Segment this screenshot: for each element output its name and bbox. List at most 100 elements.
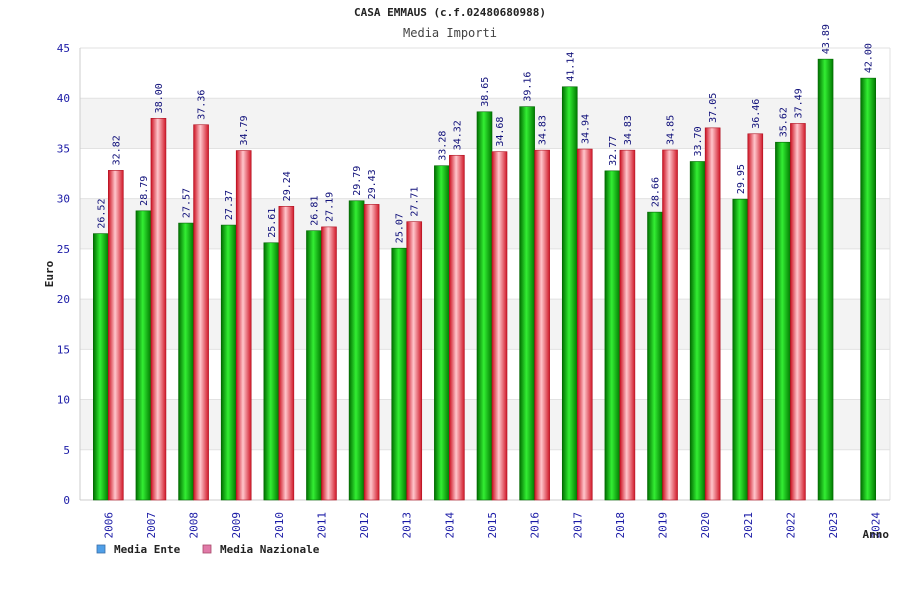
data-label-nazionale-2012: 29.43	[367, 169, 378, 199]
data-label-ente-2020: 33.70	[693, 126, 704, 156]
x-tick-label-2020: 2020	[699, 512, 712, 539]
x-tick-label-2017: 2017	[571, 512, 584, 539]
bar-nazionale-2022	[790, 123, 806, 501]
data-label-nazionale-2017: 34.94	[580, 114, 591, 144]
bar-ente-2023	[817, 58, 834, 501]
bar-nazionale-2021	[747, 133, 764, 501]
y-tick-label: 10	[57, 394, 70, 407]
bar-ente-2016	[519, 106, 535, 501]
bar-ente-2014	[434, 165, 450, 501]
legend-swatch-nazionale	[202, 544, 212, 554]
data-label-nazionale-2014: 34.32	[452, 120, 463, 150]
bar-nazionale-2012	[363, 204, 380, 501]
data-label-ente-2024: 42.00	[864, 43, 875, 73]
bar-ente-2019	[647, 211, 663, 501]
bar-ente-2008	[178, 222, 194, 501]
data-label-ente-2008: 27.57	[182, 188, 193, 218]
data-label-ente-2013: 25.07	[395, 213, 406, 243]
data-label-ente-2010: 25.61	[267, 208, 278, 238]
bar-ente-2007	[135, 210, 152, 501]
legend: Media Ente Media Nazionale	[96, 543, 320, 556]
data-label-nazionale-2010: 29.24	[282, 171, 293, 201]
x-tick-label-2021: 2021	[742, 512, 755, 539]
bar-nazionale-2007	[150, 118, 167, 501]
y-tick-label: 30	[57, 193, 70, 206]
bar-ente-2013	[391, 247, 408, 501]
chart-title: CASA EMMAUS (c.f.02480680988)	[354, 6, 546, 19]
bar-nazionale-2020	[704, 127, 721, 501]
data-label-nazionale-2021: 36.46	[751, 99, 762, 129]
y-axis-ticks: 0 5 10 15 20 25 30 35 40 45	[57, 42, 70, 507]
bar-nazionale-2016	[534, 149, 550, 501]
data-label-nazionale-2013: 27.71	[410, 187, 421, 217]
bar-nazionale-2014	[449, 154, 465, 501]
data-label-ente-2022: 35.62	[778, 107, 789, 137]
data-label-ente-2015: 38.65	[480, 77, 491, 107]
data-label-ente-2006: 26.52	[96, 199, 107, 229]
x-axis-ticks: 2006 2007 2008 2009 2010 2011 2012 2013 2014 2015…	[102, 512, 882, 539]
legend-label-ente: Media Ente	[114, 543, 181, 556]
bar-ente-2012	[348, 200, 365, 501]
value-labels: 26.52 32.82 28.79 38.00 27.57 37.36 27.37 34.79…	[96, 24, 874, 243]
bar-ente-2024	[860, 77, 876, 501]
bar-nazionale-2015	[491, 151, 508, 501]
bar-nazionale-2011	[321, 226, 337, 501]
data-label-nazionale-2009: 34.79	[239, 115, 250, 145]
x-tick-label-2007: 2007	[145, 512, 158, 539]
x-axis-label: Anno	[863, 528, 890, 541]
bar-nazionale-2017	[576, 148, 593, 501]
bar-ente-2022	[775, 141, 791, 501]
x-tick-label-2009: 2009	[230, 512, 243, 539]
y-tick-label: 35	[57, 142, 70, 155]
legend-label-nazionale: Media Nazionale	[220, 543, 320, 556]
y-tick-label: 15	[57, 343, 70, 356]
chart-subtitle: Media Importi	[403, 26, 497, 40]
data-label-ente-2021: 29.95	[736, 164, 747, 194]
x-tick-label-2018: 2018	[614, 512, 627, 539]
data-label-ente-2017: 41.14	[565, 52, 576, 82]
x-tick-label-2012: 2012	[358, 512, 371, 539]
data-label-nazionale-2015: 34.68	[495, 117, 506, 147]
x-tick-label-2010: 2010	[273, 512, 286, 539]
x-tick-label-2011: 2011	[315, 512, 328, 539]
bar-nazionale-2013	[406, 221, 423, 501]
bar-ente-2015	[476, 111, 493, 501]
x-tick-label-2015: 2015	[486, 512, 499, 539]
bar-ente-2006	[93, 233, 109, 501]
data-label-ente-2016: 39.16	[523, 72, 534, 102]
x-tick-label-2006: 2006	[102, 512, 115, 539]
data-label-ente-2009: 27.37	[224, 190, 235, 220]
data-label-nazionale-2018: 34.83	[623, 115, 634, 145]
y-tick-label: 45	[57, 42, 70, 55]
x-tick-label-2016: 2016	[529, 512, 542, 539]
legend-swatch-ente	[96, 544, 106, 554]
y-tick-label: 5	[63, 444, 70, 457]
data-label-ente-2007: 28.79	[139, 176, 150, 206]
bars	[93, 58, 876, 501]
x-tick-label-2022: 2022	[784, 512, 797, 539]
x-tick-label-2019: 2019	[657, 512, 670, 539]
x-tick-label-2013: 2013	[401, 512, 414, 539]
bar-nazionale-2019	[662, 149, 678, 501]
data-label-nazionale-2007: 38.00	[154, 83, 165, 113]
data-label-ente-2023: 43.89	[821, 24, 832, 54]
x-tick-label-2014: 2014	[443, 512, 456, 539]
bar-nazionale-2009	[235, 150, 252, 501]
bar-ente-2009	[220, 224, 237, 501]
data-label-nazionale-2011: 27.19	[324, 192, 335, 222]
x-tick-label-2008: 2008	[188, 512, 201, 539]
data-label-nazionale-2006: 32.82	[111, 135, 122, 165]
bar-nazionale-2010	[278, 206, 295, 501]
data-label-nazionale-2008: 37.36	[197, 90, 208, 120]
data-label-nazionale-2016: 34.83	[538, 115, 549, 145]
data-label-nazionale-2019: 34.85	[666, 115, 677, 145]
grid-band	[80, 48, 890, 99]
data-label-ente-2019: 28.66	[651, 177, 662, 207]
y-tick-label: 40	[57, 92, 70, 105]
x-tick-label-2024: 2024	[870, 512, 883, 539]
y-tick-label: 20	[57, 293, 70, 306]
data-label-nazionale-2022: 37.49	[793, 88, 804, 118]
data-label-ente-2011: 26.81	[309, 196, 320, 226]
bar-ente-2018	[604, 170, 621, 501]
